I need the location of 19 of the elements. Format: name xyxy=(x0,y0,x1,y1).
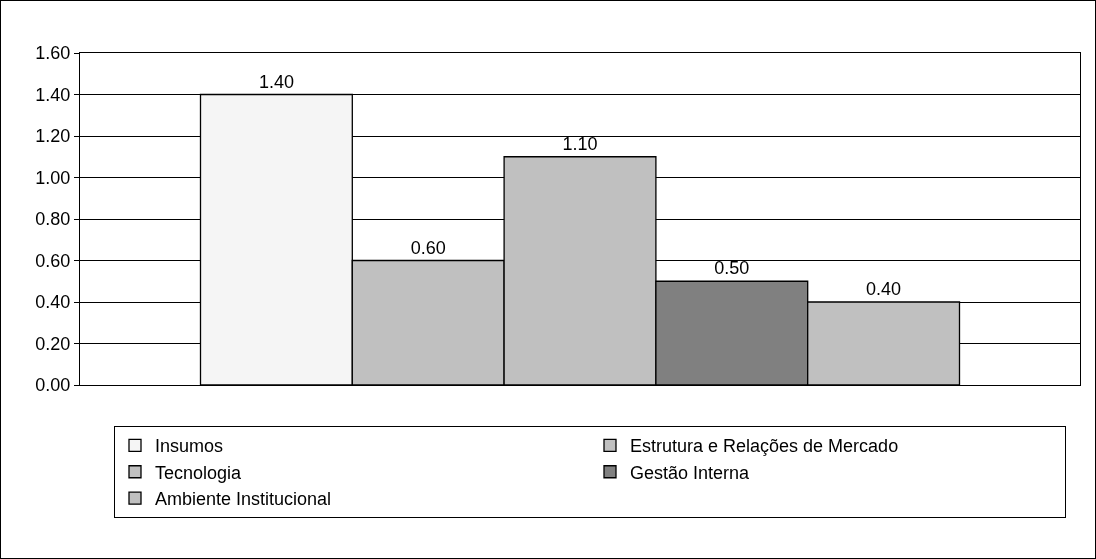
data-label: 0.40 xyxy=(866,279,902,299)
y-tick-label: 0.00 xyxy=(35,375,71,396)
legend-label: Estrutura e Relações de Mercado xyxy=(630,436,899,457)
data-label: 1.10 xyxy=(562,133,598,154)
data-label: 0.50 xyxy=(714,258,750,279)
legend-label: Insumos xyxy=(155,436,224,457)
data-label: 0.60 xyxy=(410,237,446,258)
legend-label: Ambiente Institucional xyxy=(155,489,332,510)
legend-label: Gestão Interna xyxy=(630,462,751,483)
legend-label: Tecnologia xyxy=(155,462,243,483)
y-tick-label: 0.40 xyxy=(35,292,71,313)
y-tick-label: 1.60 xyxy=(35,43,71,64)
y-tick-label: 0.20 xyxy=(35,333,71,354)
y-tick-label: 1.00 xyxy=(35,167,71,188)
y-tick-label: 0.80 xyxy=(35,209,71,230)
data-label: 1.40 xyxy=(258,71,294,92)
y-tick-label: 1.40 xyxy=(35,84,71,105)
y-tick-label: 0.60 xyxy=(35,250,71,271)
y-tick-label: 1.20 xyxy=(35,126,71,147)
